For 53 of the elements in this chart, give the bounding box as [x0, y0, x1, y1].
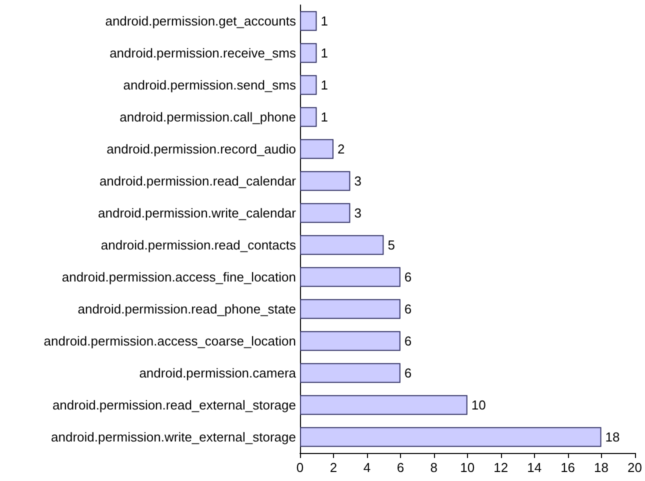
x-tick-label: 14 — [527, 460, 542, 475]
y-tick-label: android.permission.read_phone_state — [78, 302, 296, 316]
bar — [300, 427, 602, 447]
y-tick-label: android.permission.send_sms — [123, 78, 296, 92]
data-label: 6 — [404, 334, 412, 348]
x-tick-label: 16 — [560, 460, 576, 475]
bar — [300, 203, 350, 223]
bar — [300, 139, 334, 159]
x-tick-label: 20 — [628, 460, 642, 475]
y-tick-label: android.permission.receive_sms — [110, 46, 296, 60]
y-tick-label: android.permission.call_phone — [120, 110, 296, 124]
bar — [300, 107, 317, 127]
bar — [300, 43, 317, 63]
y-tick-label: android.permission.read_calendar — [99, 174, 297, 188]
y-tick-label: android.permission.read_contacts — [100, 238, 296, 252]
data-label: 1 — [320, 46, 328, 60]
bar — [300, 267, 400, 287]
y-tick-label: android.permission.camera — [139, 366, 297, 380]
bar — [300, 299, 400, 319]
data-label: 1 — [320, 78, 328, 92]
data-label: 6 — [404, 366, 412, 380]
data-label: 3 — [354, 206, 362, 220]
bar — [300, 395, 468, 415]
bar — [300, 11, 317, 31]
data-label: 3 — [354, 174, 362, 188]
data-label: 6 — [404, 270, 412, 284]
bar — [300, 75, 317, 95]
x-tick-label: 18 — [594, 460, 609, 475]
x-tick-label: 12 — [494, 460, 508, 475]
data-label: 1 — [320, 110, 328, 124]
x-tick-label: 10 — [460, 460, 475, 475]
x-tick-label: 0 — [296, 460, 304, 475]
x-tick-label: 4 — [363, 460, 371, 475]
data-label: 2 — [337, 142, 345, 156]
y-tick-label: android.permission.access_fine_location — [62, 270, 296, 284]
bar — [300, 331, 400, 351]
x-tick-label: 8 — [430, 460, 438, 475]
y-tick-label: android.permission.read_external_storage — [52, 398, 296, 412]
data-label: 10 — [471, 398, 486, 412]
data-label: 1 — [320, 14, 328, 28]
y-tick-label: android.permission.access_coarse_location — [44, 334, 296, 348]
y-tick-label: android.permission.write_external_storage — [51, 430, 296, 444]
bar — [300, 171, 350, 191]
data-label: 5 — [388, 238, 395, 252]
data-label: 6 — [404, 302, 412, 316]
x-tick-label: 2 — [330, 460, 338, 475]
bar — [300, 235, 384, 255]
bar — [300, 363, 400, 383]
y-tick-label: android.permission.get_accounts — [105, 14, 296, 28]
x-tick-label: 6 — [396, 460, 404, 475]
y-tick-label: android.permission.record_audio — [106, 142, 296, 156]
data-label: 18 — [605, 430, 620, 444]
y-tick-label: android.permission.write_calendar — [98, 206, 297, 220]
